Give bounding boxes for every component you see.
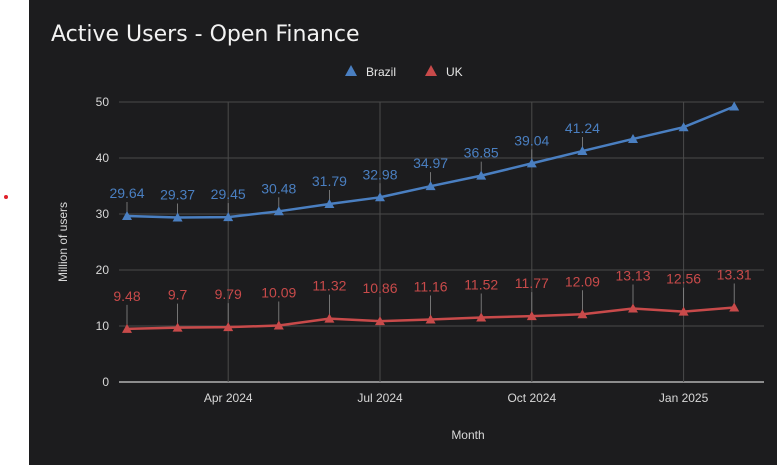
y-tick-label: 20 bbox=[96, 263, 110, 277]
data-label-brazil: 32.98 bbox=[362, 166, 397, 182]
data-label-uk: 10.86 bbox=[362, 280, 397, 296]
data-label-brazil: 29.64 bbox=[109, 185, 144, 201]
data-point-brazil bbox=[628, 133, 638, 143]
x-tick-label: Jul 2024 bbox=[357, 391, 403, 405]
data-point-uk bbox=[526, 311, 537, 321]
data-point-brazil bbox=[577, 146, 588, 156]
data-point-uk bbox=[223, 322, 234, 332]
data-point-brazil bbox=[273, 206, 284, 216]
data-point-brazil bbox=[729, 101, 740, 111]
data-label-uk: 9.7 bbox=[168, 287, 188, 303]
data-point-uk bbox=[172, 322, 183, 332]
data-label-uk: 11.16 bbox=[414, 279, 448, 295]
x-tick-label: Oct 2024 bbox=[507, 391, 556, 405]
x-tick-label: Apr 2024 bbox=[204, 391, 253, 405]
data-point-uk bbox=[122, 323, 132, 333]
legend-marker-brazil bbox=[345, 65, 357, 76]
data-label-uk: 9.79 bbox=[215, 286, 242, 302]
data-point-uk bbox=[324, 313, 335, 323]
legend-label-brazil: Brazil bbox=[366, 65, 396, 79]
data-point-brazil bbox=[526, 158, 537, 168]
red-dot-marker bbox=[4, 195, 8, 199]
data-label-brazil: 30.48 bbox=[261, 180, 296, 196]
x-tick-label: Jan 2025 bbox=[659, 391, 709, 405]
y-tick-label: 0 bbox=[102, 375, 109, 389]
data-point-uk bbox=[425, 314, 436, 324]
data-point-uk bbox=[678, 306, 689, 316]
y-axis-title: Million of users bbox=[56, 202, 70, 282]
legend-marker-uk bbox=[425, 65, 437, 76]
data-point-brazil bbox=[375, 192, 385, 202]
data-point-brazil bbox=[425, 181, 436, 191]
data-label-brazil: 36.85 bbox=[464, 145, 499, 161]
data-label-brazil: 31.79 bbox=[312, 173, 347, 189]
data-label-uk: 11.52 bbox=[464, 276, 498, 292]
data-point-uk bbox=[273, 320, 284, 330]
data-point-uk bbox=[628, 303, 638, 313]
data-label-uk: 13.31 bbox=[717, 266, 752, 282]
data-point-brazil bbox=[122, 211, 132, 221]
data-label-brazil: 29.37 bbox=[160, 187, 195, 203]
line-chart: 0 10 20 30 40 50 Apr 2024 Jul 2024 Oct 2024 Jan 2… bbox=[56, 65, 764, 442]
data-point-brazil bbox=[172, 212, 183, 222]
legend-label-uk: UK bbox=[446, 65, 463, 79]
y-tick-label: 50 bbox=[96, 95, 110, 109]
data-point-brazil bbox=[223, 212, 234, 222]
data-point-uk bbox=[577, 309, 588, 319]
data-label-brazil: 29.45 bbox=[211, 186, 246, 202]
data-label-uk: 12.09 bbox=[565, 273, 600, 289]
data-label-uk: 13.13 bbox=[615, 267, 650, 283]
y-tick-label: 40 bbox=[96, 151, 110, 165]
data-label-uk: 12.56 bbox=[666, 271, 701, 287]
data-point-brazil bbox=[476, 170, 487, 180]
data-label-brazil: 34.97 bbox=[413, 155, 448, 171]
y-tick-label: 30 bbox=[96, 207, 110, 221]
data-point-brazil bbox=[678, 122, 689, 132]
y-tick-label: 10 bbox=[96, 319, 110, 333]
data-point-uk bbox=[375, 316, 385, 326]
data-label-uk: 11.32 bbox=[312, 278, 346, 294]
data-label-uk: 11.77 bbox=[515, 275, 549, 291]
data-label-brazil: 41.24 bbox=[565, 120, 600, 136]
data-point-uk bbox=[729, 302, 740, 312]
data-point-uk bbox=[476, 312, 487, 322]
chart-title: Active Users - Open Finance bbox=[51, 22, 360, 47]
x-axis-title: Month bbox=[451, 428, 484, 442]
data-point-brazil bbox=[324, 198, 335, 208]
data-label-brazil: 39.04 bbox=[514, 132, 549, 148]
data-label-uk: 9.48 bbox=[113, 288, 140, 304]
chart-panel: Active Users - Open Finance 0 10 20 30 40 50 A… bbox=[29, 0, 777, 465]
data-label-uk: 10.09 bbox=[261, 284, 296, 300]
